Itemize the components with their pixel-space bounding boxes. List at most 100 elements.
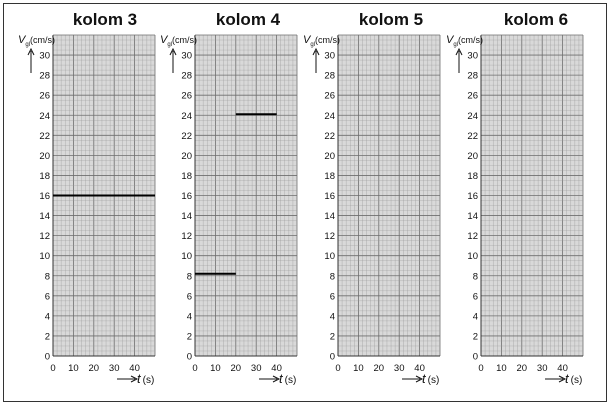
x-arrowhead-kolom-6 xyxy=(558,375,567,383)
y-tick-label: 30 xyxy=(181,51,192,62)
y-tick-label: 4 xyxy=(330,311,335,322)
y-tick-label: 30 xyxy=(324,51,335,62)
x-arrowhead-kolom-4 xyxy=(272,375,281,383)
x-arrowhead-kolom-3 xyxy=(130,375,139,383)
x-axis-label-kolom-4: t (s) xyxy=(279,371,296,386)
y-tick-label: 22 xyxy=(39,131,50,142)
y-tick-label: 26 xyxy=(181,91,192,102)
y-tick-label: 14 xyxy=(181,211,192,222)
y-tick-label: 0 xyxy=(187,352,192,363)
y-tick-label: 30 xyxy=(39,51,50,62)
y-axis-label-kolom-6: Vgl(cm/s) xyxy=(446,34,483,48)
panel-title-kolom-6: kolom 6 xyxy=(503,10,569,29)
y-tick-label: 12 xyxy=(467,231,478,242)
y-arrowhead-kolom-5 xyxy=(312,47,320,56)
y-tick-label: 30 xyxy=(467,51,478,62)
y-tick-label: 8 xyxy=(187,271,192,282)
y-tick-label: 20 xyxy=(39,151,50,162)
panel-title-kolom-4: kolom 4 xyxy=(215,10,281,29)
y-tick-label: 20 xyxy=(467,151,478,162)
y-tick-label: 2 xyxy=(45,331,50,342)
x-tick-label: 30 xyxy=(109,363,120,374)
y-tick-label: 8 xyxy=(473,271,478,282)
x-tick-label: 20 xyxy=(231,363,242,374)
x-tick-label: 10 xyxy=(210,363,221,374)
y-tick-label: 26 xyxy=(39,91,50,102)
x-axis-label-kolom-5: t (s) xyxy=(422,371,439,386)
x-arrowhead-kolom-5 xyxy=(415,375,424,383)
x-tick-label: 0 xyxy=(478,363,483,374)
x-tick-label: 30 xyxy=(251,363,262,374)
y-tick-label: 26 xyxy=(324,91,335,102)
y-arrowhead-kolom-3 xyxy=(27,47,35,56)
y-tick-label: 10 xyxy=(39,251,50,262)
y-tick-label: 2 xyxy=(187,331,192,342)
x-tick-label: 40 xyxy=(271,363,282,374)
x-tick-label: 0 xyxy=(335,363,340,374)
y-tick-label: 8 xyxy=(45,271,50,282)
y-tick-label: 22 xyxy=(324,131,335,142)
y-tick-label: 18 xyxy=(324,171,335,182)
y-tick-label: 4 xyxy=(45,311,50,322)
y-tick-label: 28 xyxy=(39,71,50,82)
x-axis-label-kolom-3: t (s) xyxy=(137,371,154,386)
y-tick-label: 28 xyxy=(324,71,335,82)
y-tick-label: 10 xyxy=(181,251,192,262)
y-tick-label: 28 xyxy=(181,71,192,82)
y-tick-label: 6 xyxy=(187,291,192,302)
y-tick-label: 4 xyxy=(473,311,478,322)
y-tick-label: 14 xyxy=(324,211,335,222)
y-tick-label: 18 xyxy=(181,171,192,182)
y-tick-label: 6 xyxy=(473,291,478,302)
x-tick-label: 10 xyxy=(496,363,507,374)
y-tick-label: 14 xyxy=(467,211,478,222)
y-tick-label: 28 xyxy=(467,71,478,82)
y-tick-label: 16 xyxy=(324,191,335,202)
y-tick-label: 20 xyxy=(181,151,192,162)
x-tick-label: 40 xyxy=(557,363,568,374)
y-tick-label: 0 xyxy=(473,352,478,363)
y-tick-label: 16 xyxy=(181,191,192,202)
x-tick-label: 10 xyxy=(353,363,364,374)
x-tick-label: 20 xyxy=(374,363,385,374)
y-tick-label: 4 xyxy=(187,311,192,322)
y-tick-label: 26 xyxy=(467,91,478,102)
y-tick-label: 24 xyxy=(39,111,50,122)
y-tick-label: 0 xyxy=(45,352,50,363)
y-tick-label: 6 xyxy=(330,291,335,302)
y-tick-label: 12 xyxy=(181,231,192,242)
x-tick-label: 30 xyxy=(394,363,405,374)
x-tick-label: 30 xyxy=(537,363,548,374)
y-tick-label: 24 xyxy=(324,111,335,122)
y-tick-label: 18 xyxy=(467,171,478,182)
x-tick-label: 10 xyxy=(68,363,79,374)
y-tick-label: 10 xyxy=(467,251,478,262)
panel-title-kolom-5: kolom 5 xyxy=(358,10,424,29)
x-tick-label: 20 xyxy=(517,363,528,374)
y-axis-label-kolom-3: Vgl(cm/s) xyxy=(18,34,55,48)
y-tick-label: 12 xyxy=(324,231,335,242)
y-tick-label: 2 xyxy=(330,331,335,342)
y-arrowhead-kolom-4 xyxy=(169,47,177,56)
panel-title-kolom-3: kolom 3 xyxy=(72,10,138,29)
x-tick-label: 0 xyxy=(192,363,197,374)
y-tick-label: 0 xyxy=(330,352,335,363)
y-tick-label: 2 xyxy=(473,331,478,342)
x-tick-label: 0 xyxy=(50,363,55,374)
y-tick-label: 20 xyxy=(324,151,335,162)
x-tick-label: 40 xyxy=(414,363,425,374)
y-tick-label: 22 xyxy=(181,131,192,142)
y-arrowhead-kolom-6 xyxy=(455,47,463,56)
y-tick-label: 18 xyxy=(39,171,50,182)
y-axis-label-kolom-5: Vgl(cm/s) xyxy=(303,34,340,48)
x-tick-label: 40 xyxy=(129,363,140,374)
y-tick-label: 16 xyxy=(467,191,478,202)
y-tick-label: 24 xyxy=(181,111,192,122)
y-tick-label: 12 xyxy=(39,231,50,242)
y-tick-label: 10 xyxy=(324,251,335,262)
x-axis-label-kolom-6: t (s) xyxy=(565,371,582,386)
x-tick-label: 20 xyxy=(89,363,100,374)
y-tick-label: 6 xyxy=(45,291,50,302)
y-tick-label: 16 xyxy=(39,191,50,202)
